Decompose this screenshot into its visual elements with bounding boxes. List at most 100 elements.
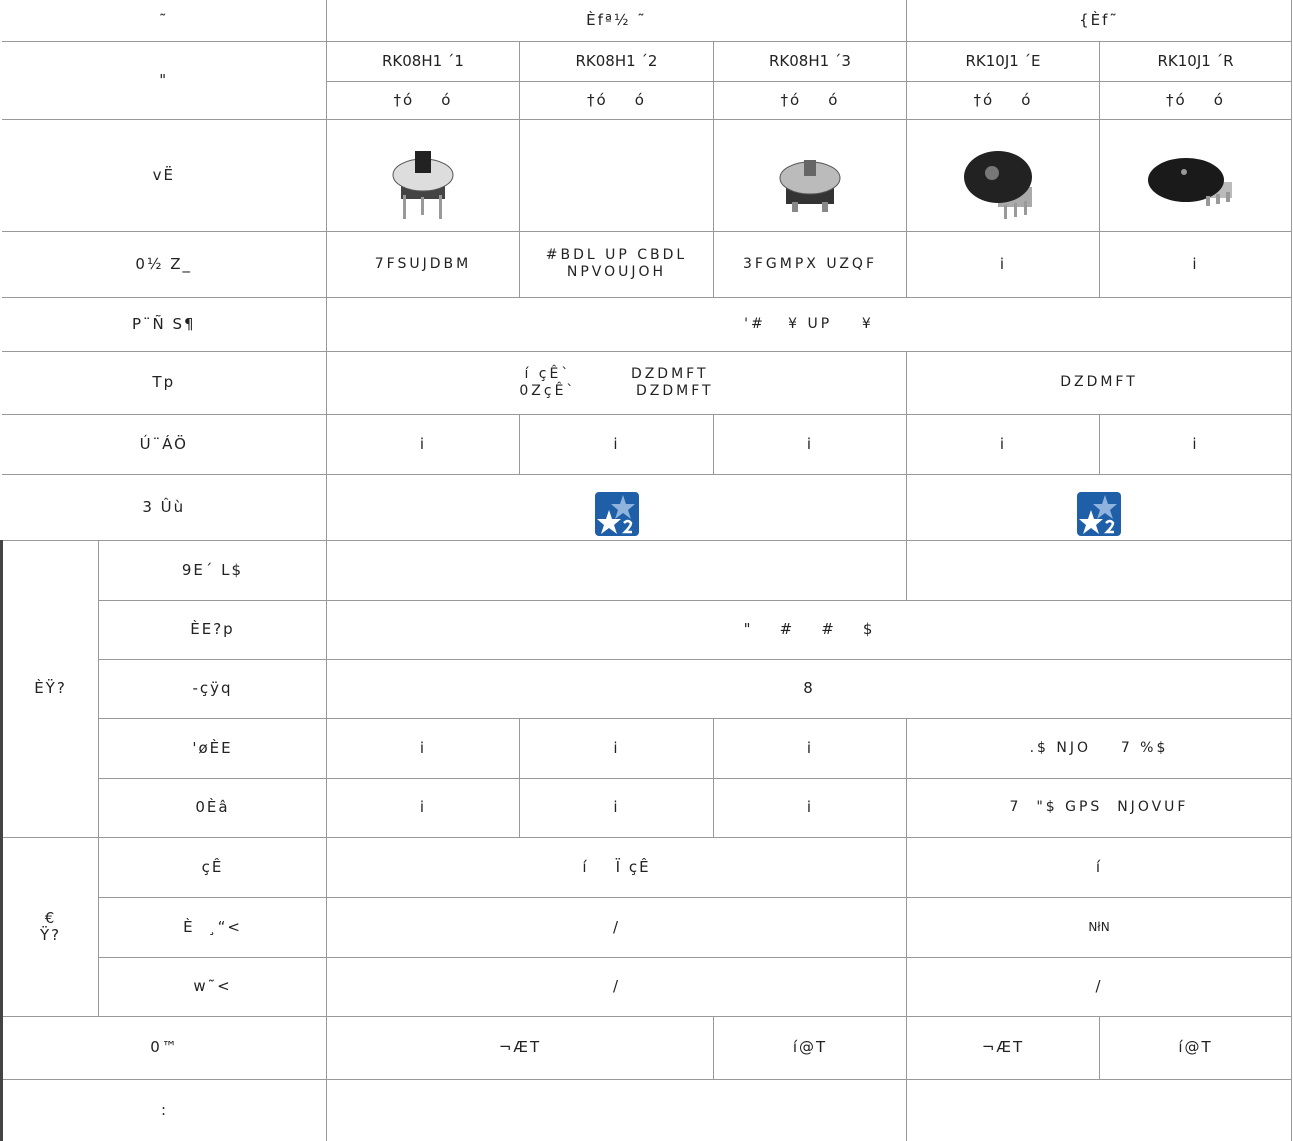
cell: i: [519, 777, 714, 838]
cell: †ó ó: [1099, 80, 1292, 120]
product-image: [392, 150, 454, 219]
row: Tp í çÊ` DZDMFT 0ZçÊ` DZDMFT DZDMFT: [1, 350, 1292, 415]
product-image: [1147, 157, 1232, 206]
cell: 9E´ L$: [98, 539, 327, 601]
cell: 0™: [0, 1015, 327, 1080]
cell: 8: [326, 658, 1292, 719]
cell: †ó ó: [519, 80, 714, 120]
cell: ˜: [1, 0, 327, 42]
row: †ó ó †ó ó †ó ó †ó ó †ó ó: [2, 80, 1292, 120]
cell: 0Èâ: [98, 777, 327, 838]
row: P¨Ñ S¶ '# ¥ UP ¥: [1, 296, 1292, 352]
cell: '# ¥ UP ¥: [326, 296, 1292, 352]
group-cell: ÈŸ?: [0, 539, 99, 838]
cell: 7 "$ GPS NJOVUF: [906, 777, 1292, 838]
cell: i: [519, 717, 714, 779]
cell: {Èf˜: [906, 0, 1292, 42]
row: 'øÈE i i i .$ NJO 7 %$: [2, 717, 1292, 779]
cell: /: [906, 956, 1292, 1017]
cell: i: [906, 413, 1100, 475]
cell: i: [326, 717, 520, 779]
row: 0½ Z_ 7FSUJDBM #BDL UP CBDL NPVOUJOH 3FG…: [1, 230, 1292, 298]
cell: 3 Ûù: [1, 473, 327, 541]
row: È ¸“< / NłN: [2, 896, 1292, 958]
cell: í: [906, 836, 1292, 898]
cell: -çÿq: [98, 658, 327, 719]
star-icon: [1077, 491, 1121, 536]
cell: .$ NJO 7 %$: [906, 717, 1292, 779]
cell: †ó ó: [906, 80, 1100, 120]
cell: :: [0, 1078, 327, 1141]
cell: i: [1099, 413, 1292, 475]
cell: #BDL UP CBDL NPVOUJOH: [519, 230, 714, 298]
cell: vË: [1, 118, 327, 232]
row: 3 Ûù: [1, 473, 1292, 541]
image-cell: [906, 118, 1100, 232]
row: ÈE?p " # # $: [2, 599, 1292, 660]
product-image: [779, 159, 841, 212]
row: Ú¨ÁÖ i i i i i: [1, 413, 1292, 475]
cell: [326, 1078, 907, 1141]
cell: i: [713, 777, 907, 838]
cell: i: [1099, 230, 1292, 298]
cell: ¬ÆT: [326, 1015, 714, 1080]
cell: RK10J1 ´E: [906, 40, 1100, 82]
cell: RK08H1 ´2: [519, 40, 714, 82]
cell: Ú¨ÁÖ: [1, 413, 327, 475]
row: :: [0, 1078, 1292, 1141]
cell: [326, 539, 907, 601]
cell: i: [519, 413, 714, 475]
row: 0Èâ i i i 7 "$ GPS NJOVUF: [2, 777, 1292, 838]
row: ˜ Èfª½ ˜ {Èf˜: [1, 0, 1292, 42]
row: -çÿq 8: [2, 658, 1292, 719]
cell: i: [326, 777, 520, 838]
cell: ": [1, 40, 327, 120]
row: € Ÿ? çÊ í Ï çÊ í: [0, 836, 1292, 1017]
cell: í çÊ` DZDMFT 0ZçÊ` DZDMFT: [326, 350, 907, 415]
cell: ÈE?p: [98, 599, 327, 660]
cell: í@T: [1099, 1015, 1292, 1080]
cell: ¬ÆT: [906, 1015, 1100, 1080]
icon-cell: [906, 473, 1292, 541]
group-cell: € Ÿ?: [0, 836, 99, 1017]
cell: RK08H1 ´3: [713, 40, 907, 82]
cell: 3FGMPX UZQF: [713, 230, 907, 298]
icon-cell: [326, 473, 907, 541]
cell: †ó ó: [713, 80, 907, 120]
cell: í@T: [713, 1015, 907, 1080]
cell: È ¸“<: [98, 896, 327, 958]
cell: /: [326, 896, 907, 958]
image-cell: [1099, 118, 1292, 232]
cell: RK08H1 ´1: [326, 40, 520, 82]
row: ÈŸ? 9E´ L$: [0, 539, 1292, 838]
row: w˜< / /: [2, 956, 1292, 1017]
cell: Tp: [1, 350, 327, 415]
row: vË: [1, 118, 1292, 232]
cell: i: [326, 413, 520, 475]
cell: NłN: [906, 896, 1292, 958]
cell: RK10J1 ´R: [1099, 40, 1292, 82]
cell: çÊ: [98, 836, 327, 898]
cell: [906, 1078, 1292, 1141]
cell: DZDMFT: [906, 350, 1292, 415]
product-image: [964, 150, 1032, 219]
cell: 0½ Z_: [1, 230, 327, 298]
image-cell: [326, 118, 520, 232]
cell: P¨Ñ S¶: [1, 296, 327, 352]
cell: i: [906, 230, 1100, 298]
cell: " # # $: [326, 599, 1292, 660]
star-icon: [594, 491, 639, 536]
image-cell: [519, 118, 714, 232]
cell: í Ï çÊ: [326, 836, 907, 898]
cell: 'øÈE: [98, 717, 327, 779]
cell: 7FSUJDBM: [326, 230, 520, 298]
row: " RK08H1 ´1 RK08H1 ´2 RK08H1 ´3 RK10J1 ´…: [1, 40, 1292, 120]
image-cell: [713, 118, 907, 232]
cell: /: [326, 956, 907, 1017]
cell: i: [713, 413, 907, 475]
cell: Èfª½ ˜: [326, 0, 907, 42]
row: 0™ ¬ÆT í@T ¬ÆT í@T: [0, 1015, 1292, 1080]
cell: †ó ó: [326, 80, 520, 120]
